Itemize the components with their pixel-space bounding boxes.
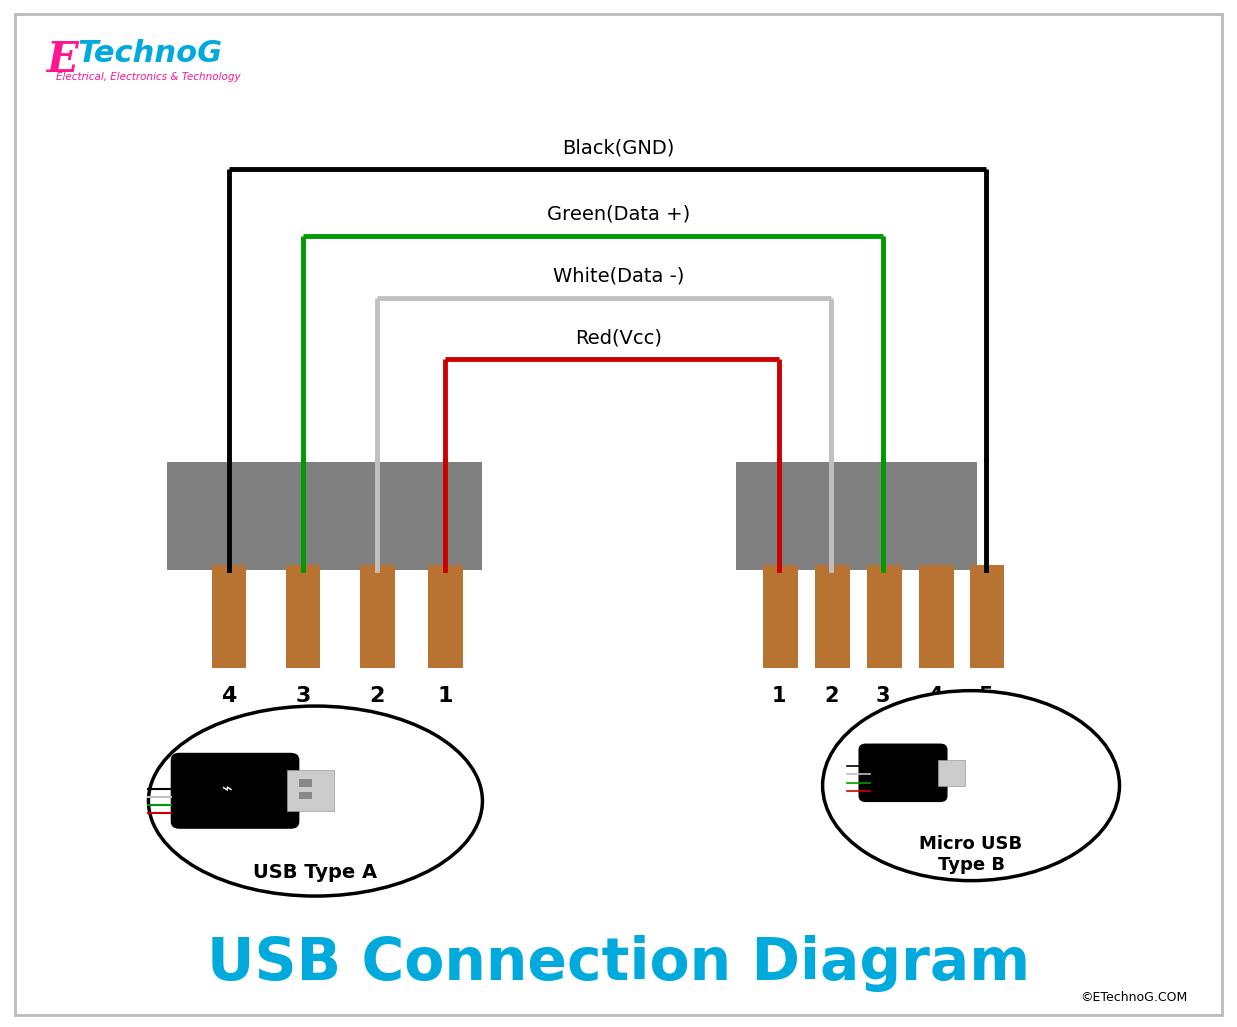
Bar	[428, 565, 463, 668]
Ellipse shape	[148, 707, 482, 896]
Text: TechnoG: TechnoG	[78, 39, 223, 68]
FancyBboxPatch shape	[858, 744, 948, 802]
Text: Black(GND): Black(GND)	[563, 138, 674, 157]
Text: 4: 4	[221, 686, 236, 706]
Text: 2: 2	[370, 686, 385, 706]
Text: 1: 1	[438, 686, 453, 706]
Text: 1: 1	[772, 686, 787, 706]
Text: Green(Data +): Green(Data +)	[547, 204, 690, 224]
Text: 3: 3	[296, 686, 310, 706]
Text: USB Connection Diagram: USB Connection Diagram	[207, 935, 1030, 992]
Text: White(Data -): White(Data -)	[553, 266, 684, 286]
Text: E: E	[47, 39, 79, 81]
FancyBboxPatch shape	[171, 753, 299, 829]
Bar	[299, 779, 312, 787]
Text: 5: 5	[978, 686, 993, 706]
Text: 4: 4	[928, 686, 943, 706]
Bar	[287, 770, 334, 811]
Bar	[286, 565, 320, 668]
Text: Electrical, Electronics & Technology: Electrical, Electronics & Technology	[56, 72, 240, 82]
Text: ⌁: ⌁	[220, 781, 231, 799]
Bar	[970, 565, 1004, 668]
Bar	[212, 565, 246, 668]
Text: Micro USB
Type B: Micro USB Type B	[919, 835, 1023, 874]
Bar	[938, 760, 965, 786]
Bar	[299, 792, 312, 799]
Text: ©ETechnoG.COM: ©ETechnoG.COM	[1080, 991, 1188, 1004]
Bar	[815, 565, 850, 668]
Bar	[167, 462, 482, 570]
Bar	[867, 565, 902, 668]
Bar	[919, 565, 954, 668]
Text: USB Type A: USB Type A	[254, 863, 377, 882]
Bar	[763, 565, 798, 668]
Text: 3: 3	[876, 686, 891, 706]
Ellipse shape	[823, 691, 1119, 880]
Text: Red(Vcc): Red(Vcc)	[575, 328, 662, 347]
Text: 2: 2	[824, 686, 839, 706]
Bar	[736, 462, 977, 570]
Bar	[360, 565, 395, 668]
